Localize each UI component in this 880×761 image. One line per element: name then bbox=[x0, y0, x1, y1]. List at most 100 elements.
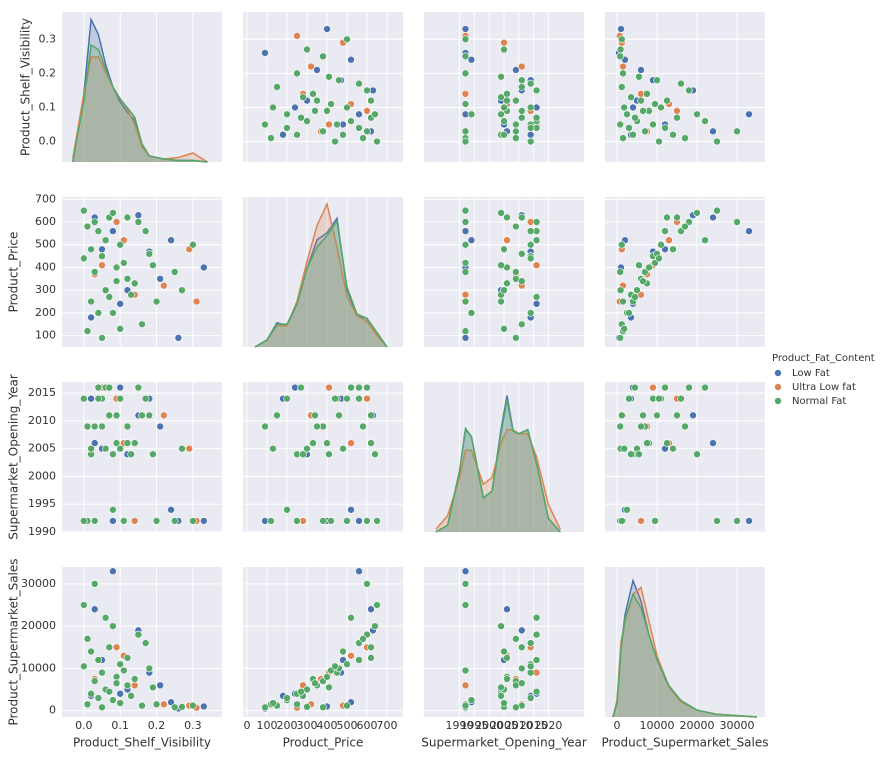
scatter-point bbox=[313, 96, 321, 105]
scatter-point bbox=[116, 383, 124, 392]
y-axis-label: Supermarket_Opening_Year bbox=[7, 374, 21, 540]
x-tick-label: 30000 bbox=[720, 719, 755, 732]
scatter-point bbox=[503, 213, 511, 222]
scatter-point bbox=[461, 137, 470, 146]
scatter-point bbox=[685, 383, 693, 392]
scatter-point bbox=[461, 227, 470, 235]
scatter-point bbox=[673, 113, 681, 122]
scatter-point bbox=[709, 127, 717, 136]
scatter-point bbox=[637, 66, 645, 74]
x-axis-label: Supermarket_Opening_Year bbox=[421, 736, 587, 750]
scatter-point bbox=[625, 124, 633, 132]
scatter-point bbox=[635, 450, 643, 459]
scatter-point bbox=[343, 701, 351, 710]
scatter-point bbox=[299, 93, 307, 102]
scatter-point bbox=[335, 76, 343, 84]
scatter-point bbox=[517, 113, 526, 122]
y-tick-label: 500 bbox=[35, 238, 56, 251]
y-tick-label: 2015 bbox=[28, 386, 56, 399]
scatter-point bbox=[517, 76, 526, 84]
scatter-point bbox=[149, 450, 157, 459]
scatter-point bbox=[713, 206, 721, 215]
scatter-point bbox=[87, 394, 95, 403]
scatter-point bbox=[87, 444, 95, 453]
scatter-point bbox=[663, 439, 671, 447]
scatter-point bbox=[517, 643, 526, 652]
scatter-point bbox=[109, 505, 117, 514]
scatter-point bbox=[178, 286, 186, 294]
scatter-point bbox=[363, 86, 371, 95]
y-tick-label: 30000 bbox=[21, 577, 56, 590]
scatter-point bbox=[517, 277, 526, 285]
scatter-point bbox=[109, 517, 117, 525]
y-tick-label: 10000 bbox=[21, 661, 56, 674]
scatter-point bbox=[313, 422, 321, 431]
scatter-point bbox=[299, 450, 307, 459]
y-axis-label: Product_Supermarket_Sales bbox=[7, 558, 21, 725]
scatter-point bbox=[83, 327, 92, 335]
scatter-point bbox=[526, 240, 535, 249]
scatter-point bbox=[619, 62, 627, 71]
scatter-point bbox=[267, 517, 275, 525]
scatter-point bbox=[526, 137, 535, 146]
scatter-point bbox=[363, 517, 371, 525]
scatter-point bbox=[319, 703, 327, 712]
scatter-point bbox=[90, 517, 99, 525]
scatter-point bbox=[532, 300, 541, 308]
scatter-point bbox=[526, 309, 535, 317]
scatter-point bbox=[673, 213, 681, 222]
scatter-point bbox=[160, 281, 168, 290]
scatter-point bbox=[693, 450, 701, 459]
x-tick-label: 300 bbox=[297, 719, 318, 732]
scatter-point bbox=[145, 664, 154, 673]
scatter-point bbox=[526, 103, 535, 112]
scatter-point bbox=[319, 517, 327, 525]
scatter-point bbox=[526, 668, 535, 677]
scatter-point bbox=[98, 261, 106, 269]
scatter-point bbox=[192, 297, 201, 306]
scatter-point bbox=[80, 254, 88, 263]
scatter-point bbox=[500, 130, 508, 139]
scatter-point bbox=[371, 450, 379, 459]
scatter-point bbox=[367, 643, 375, 652]
scatter-point bbox=[355, 656, 363, 664]
scatter-point bbox=[512, 635, 520, 643]
y-tick-label: 0.1 bbox=[39, 100, 57, 113]
scatter-point bbox=[461, 25, 470, 33]
scatter-point bbox=[116, 689, 124, 698]
scatter-point bbox=[532, 293, 541, 301]
scatter-point bbox=[709, 213, 717, 222]
scatter-point bbox=[512, 268, 520, 276]
scatter-point bbox=[657, 240, 665, 249]
scatter-point bbox=[98, 422, 106, 431]
scatter-point bbox=[693, 110, 701, 119]
scatter-point bbox=[461, 327, 470, 335]
scatter-point bbox=[347, 383, 355, 392]
scatter-point bbox=[631, 383, 639, 392]
scatter-point bbox=[655, 137, 663, 146]
scatter-point bbox=[363, 107, 371, 115]
scatter-point bbox=[123, 654, 132, 662]
scatter-point bbox=[616, 334, 625, 342]
scatter-point bbox=[681, 422, 689, 431]
scatter-point bbox=[677, 79, 685, 88]
scatter-point bbox=[503, 654, 511, 662]
scatter-point bbox=[745, 227, 753, 235]
scatter-point bbox=[500, 325, 508, 333]
scatter-point bbox=[109, 567, 117, 576]
scatter-point bbox=[116, 699, 124, 707]
scatter-point bbox=[303, 45, 311, 54]
scatter-point bbox=[189, 517, 197, 525]
kde-area bbox=[72, 57, 208, 162]
scatter-point bbox=[709, 439, 717, 447]
legend-label: Normal Fat bbox=[792, 396, 846, 407]
x-tick-label: 2000 bbox=[475, 719, 503, 732]
scatter-point bbox=[512, 120, 520, 129]
scatter-point bbox=[98, 252, 106, 260]
scatter-point bbox=[461, 290, 470, 299]
scatter-point bbox=[347, 117, 355, 125]
scatter-point bbox=[503, 605, 511, 614]
scatter-point bbox=[105, 687, 114, 696]
scatter-point bbox=[745, 517, 753, 525]
scatter-point bbox=[635, 72, 643, 81]
